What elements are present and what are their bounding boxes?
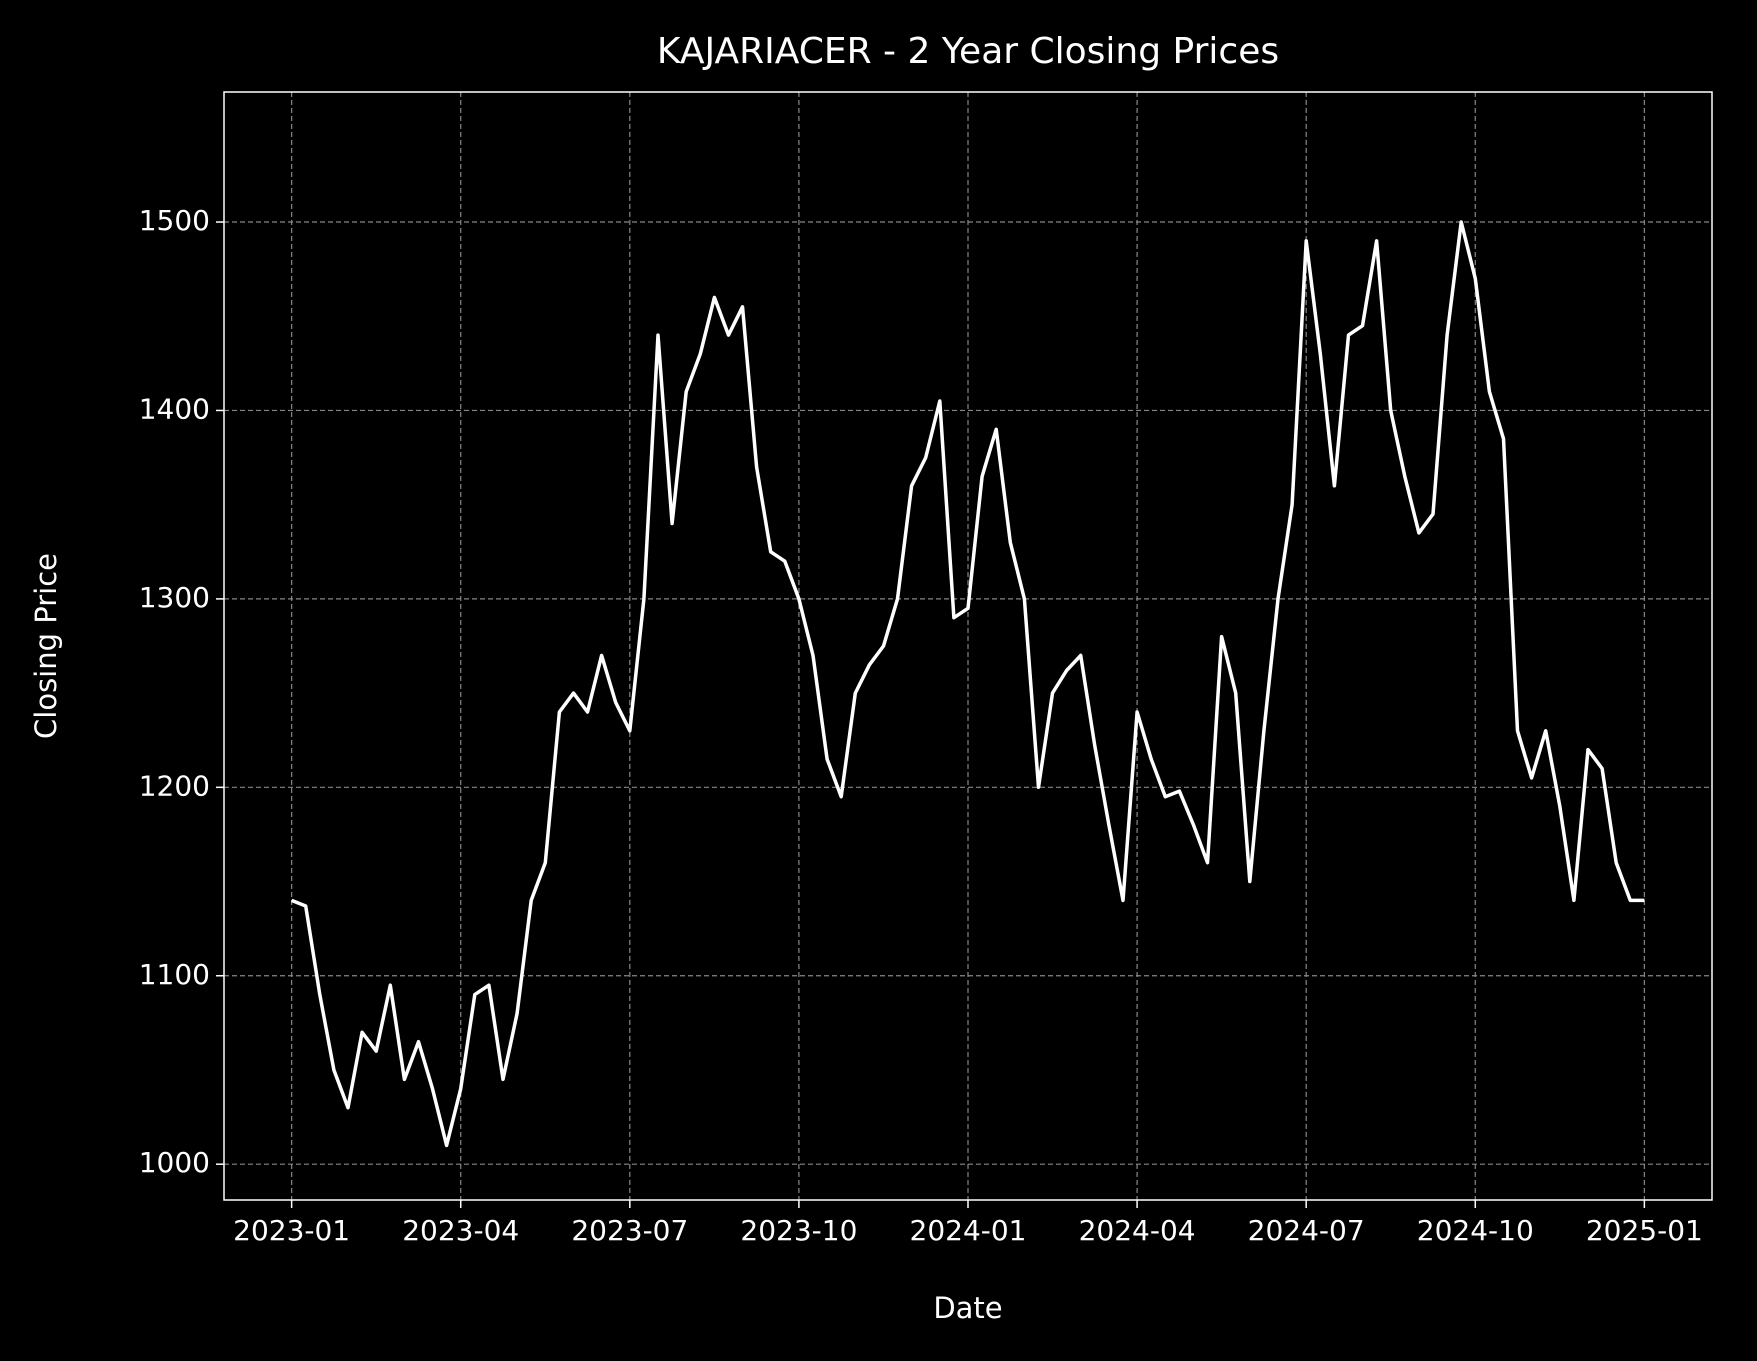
- x-tick-label: 2024-10: [1417, 1214, 1534, 1247]
- x-tick-label: 2024-04: [1079, 1214, 1196, 1247]
- x-tick-label: 2025-01: [1586, 1214, 1703, 1247]
- x-tick-label: 2023-10: [740, 1214, 857, 1247]
- y-tick-label: 1300: [139, 581, 210, 614]
- y-tick-label: 1100: [139, 958, 210, 991]
- x-tick-label: 2023-04: [402, 1214, 519, 1247]
- chart-title: KAJARIACER - 2 Year Closing Prices: [657, 31, 1279, 72]
- plot-frame: [223, 91, 1713, 1201]
- y-tick-label: 1400: [139, 392, 210, 425]
- x-axis-label: Date: [933, 1291, 1002, 1325]
- y-tick-label: 1500: [139, 204, 210, 237]
- x-tick-label: 2024-01: [910, 1214, 1027, 1247]
- x-tick-label: 2024-07: [1248, 1214, 1365, 1247]
- y-tick-label: 1000: [139, 1146, 210, 1179]
- price-line: [290, 220, 1645, 1148]
- x-tick-label: 2023-01: [233, 1214, 350, 1247]
- x-tick-label: 2023-07: [571, 1214, 688, 1247]
- y-axis-label: Closing Price: [29, 553, 63, 739]
- y-tick-label: 1200: [139, 769, 210, 802]
